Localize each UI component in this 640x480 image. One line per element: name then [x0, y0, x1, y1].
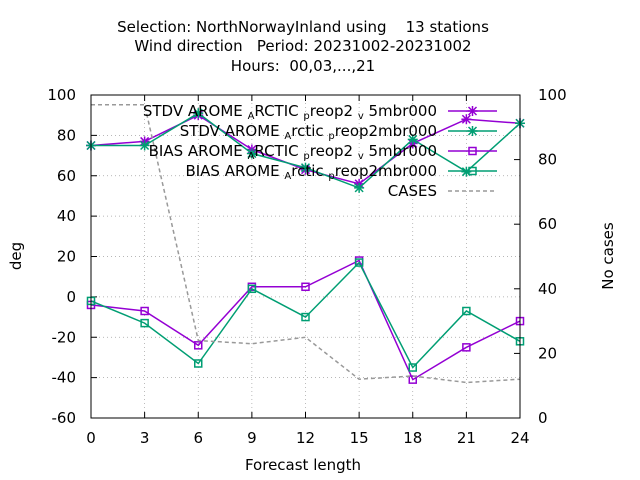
- y-tick-label: -60: [52, 409, 77, 427]
- data-point: [301, 312, 310, 322]
- data-point: [301, 282, 310, 292]
- data-point: [193, 108, 204, 119]
- data-point: [462, 343, 471, 352]
- data-point: [194, 359, 203, 368]
- data-point: [140, 318, 149, 328]
- data-point: [468, 166, 477, 176]
- legend-entry-2: BIAS AROME ARCTIC preop2 v 5mbr000: [149, 142, 437, 162]
- data-point: [139, 140, 150, 151]
- y2-tick-label: 80: [538, 151, 557, 169]
- y2-tick-label: 0: [538, 409, 548, 427]
- data-point: [462, 306, 471, 316]
- data-point: [461, 114, 472, 125]
- y-tick-label: 40: [57, 207, 76, 225]
- y-tick-label: 80: [57, 126, 76, 144]
- data-point: [140, 306, 149, 316]
- y2-axis-label: No cases: [599, 222, 617, 290]
- y-tick-label: 0: [66, 288, 76, 306]
- y-tick-label: -20: [52, 328, 77, 346]
- legend-entry-4: CASES: [388, 182, 437, 200]
- data-point: [247, 284, 257, 294]
- y-tick-label: 20: [57, 248, 76, 266]
- y2-tick-label: 40: [538, 280, 557, 298]
- title-line-1: Selection: NorthNorwayInland using 13 st…: [117, 18, 489, 36]
- data-point: [194, 341, 203, 350]
- y-tick-label: -40: [52, 369, 77, 387]
- x-tick-label: 24: [510, 429, 529, 447]
- data-point: [407, 134, 418, 145]
- plot-frame: [90, 94, 521, 419]
- data-point: [408, 375, 417, 384]
- legend-entry-1: STDV AROME Arctic preop2mbr000: [180, 122, 437, 142]
- y-axis-label: deg: [7, 242, 25, 270]
- y2-tick-label: 60: [538, 215, 557, 233]
- chart-title: Selection: NorthNorwayInland using 13 st…: [117, 18, 489, 75]
- data-point: [354, 258, 364, 267]
- x-tick-label: 12: [296, 429, 315, 447]
- data-point: [300, 162, 311, 173]
- x-tick-label: 15: [350, 429, 369, 447]
- x-tick-label: 0: [86, 429, 96, 447]
- legend-entry-0: STDV AROME ARCTIC preop2 v 5mbr000: [143, 102, 437, 122]
- data-point: [468, 146, 477, 156]
- x-tick-label: 9: [247, 429, 257, 447]
- x-tick-label: 3: [140, 429, 150, 447]
- y2-tick-label: 100: [538, 86, 567, 104]
- data-point: [354, 182, 365, 193]
- tick-labels: 0 3 6 9 12 15 18 21 24 -60 -40 -20 0 20 40 60 80 100 0 20 40…: [47, 86, 566, 447]
- x-tick-label: 21: [457, 429, 476, 447]
- data-point: [408, 363, 417, 372]
- series-line-2: [90, 259, 521, 381]
- data-point: [467, 126, 478, 136]
- x-axis-label: Forecast length: [245, 456, 361, 474]
- title-line-3: Hours: 00,03,...,21: [231, 57, 375, 75]
- data-point: [467, 106, 478, 116]
- y2-tick-label: 20: [538, 344, 557, 362]
- y-tick-label: 100: [47, 86, 76, 104]
- series-line-4: [91, 103, 521, 384]
- x-tick-label: 6: [193, 429, 203, 447]
- legend-entry-3: BIAS AROME Arctic preop2mbr000: [185, 162, 437, 182]
- x-tick-label: 18: [403, 429, 422, 447]
- series-line-3: [90, 261, 521, 369]
- y-tick-label: 60: [57, 167, 76, 185]
- title-line-2: Wind direction Period: 20231002-20231002: [134, 37, 471, 55]
- data-point: [246, 148, 257, 159]
